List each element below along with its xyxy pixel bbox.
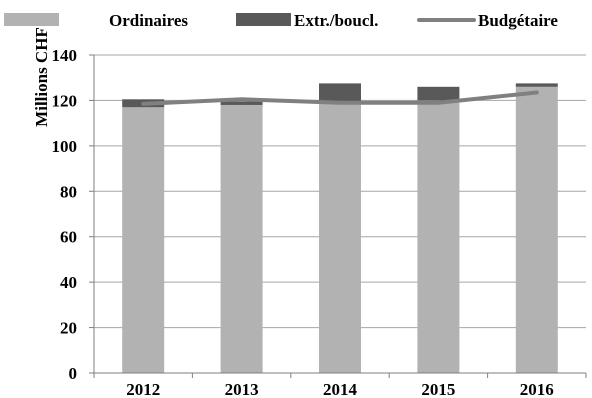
legend-label-budg-taire: Budgétaire: [478, 11, 558, 30]
y-tick-label: 80: [60, 182, 77, 201]
line-point: [436, 101, 440, 105]
bar-extr-boucl-2016: [515, 83, 558, 87]
x-tick-label: 2012: [126, 380, 160, 398]
bars: [122, 83, 558, 374]
line-point: [141, 102, 145, 106]
legend-label-ordinaires: Ordinaires: [109, 11, 188, 30]
y-tick-label: 100: [52, 137, 78, 156]
bar-ordinaires-2015: [417, 100, 460, 373]
y-tick-label: 20: [60, 319, 77, 338]
y-tick-label: 0: [69, 364, 78, 383]
axes: [89, 54, 587, 378]
y-axis-label: Millions CHF: [32, 27, 51, 127]
x-tick-label: 2013: [225, 380, 259, 398]
legend-swatch-ordinaires: [4, 13, 59, 26]
y-tick-label: 60: [60, 228, 77, 247]
x-tick-labels: 2012 2013 2014 2015 2016: [126, 380, 554, 398]
y-tick-label: 140: [52, 46, 78, 65]
x-tick-label: 2015: [421, 380, 455, 398]
legend-swatch-extr-boucl: [236, 13, 291, 26]
line-point: [535, 90, 539, 94]
bar-ordinaires-2013: [220, 104, 263, 373]
legend: Ordinaires Extr./boucl. Budgétaire: [4, 11, 558, 30]
bar-ordinaires-2014: [319, 102, 361, 373]
y-tick-label: 120: [52, 91, 78, 110]
y-tick-labels: 0 20 40 60 80 100 120 140: [52, 46, 78, 383]
bar-ordinaires-2016: [515, 86, 558, 374]
bar-ordinaires-2012: [122, 107, 165, 373]
x-tick-label: 2014: [323, 380, 358, 398]
bar-extr-boucl-2014: [319, 83, 361, 103]
line-point: [338, 101, 342, 105]
y-tick-label: 40: [60, 273, 77, 292]
bar-extr-boucl-2013: [220, 101, 263, 105]
budget-line: [141, 90, 539, 106]
line-point: [240, 97, 244, 101]
x-tick-label: 2016: [520, 380, 554, 398]
bar-extr-boucl-2015: [417, 86, 460, 101]
legend-label-extr-boucl: Extr./boucl.: [294, 11, 378, 30]
